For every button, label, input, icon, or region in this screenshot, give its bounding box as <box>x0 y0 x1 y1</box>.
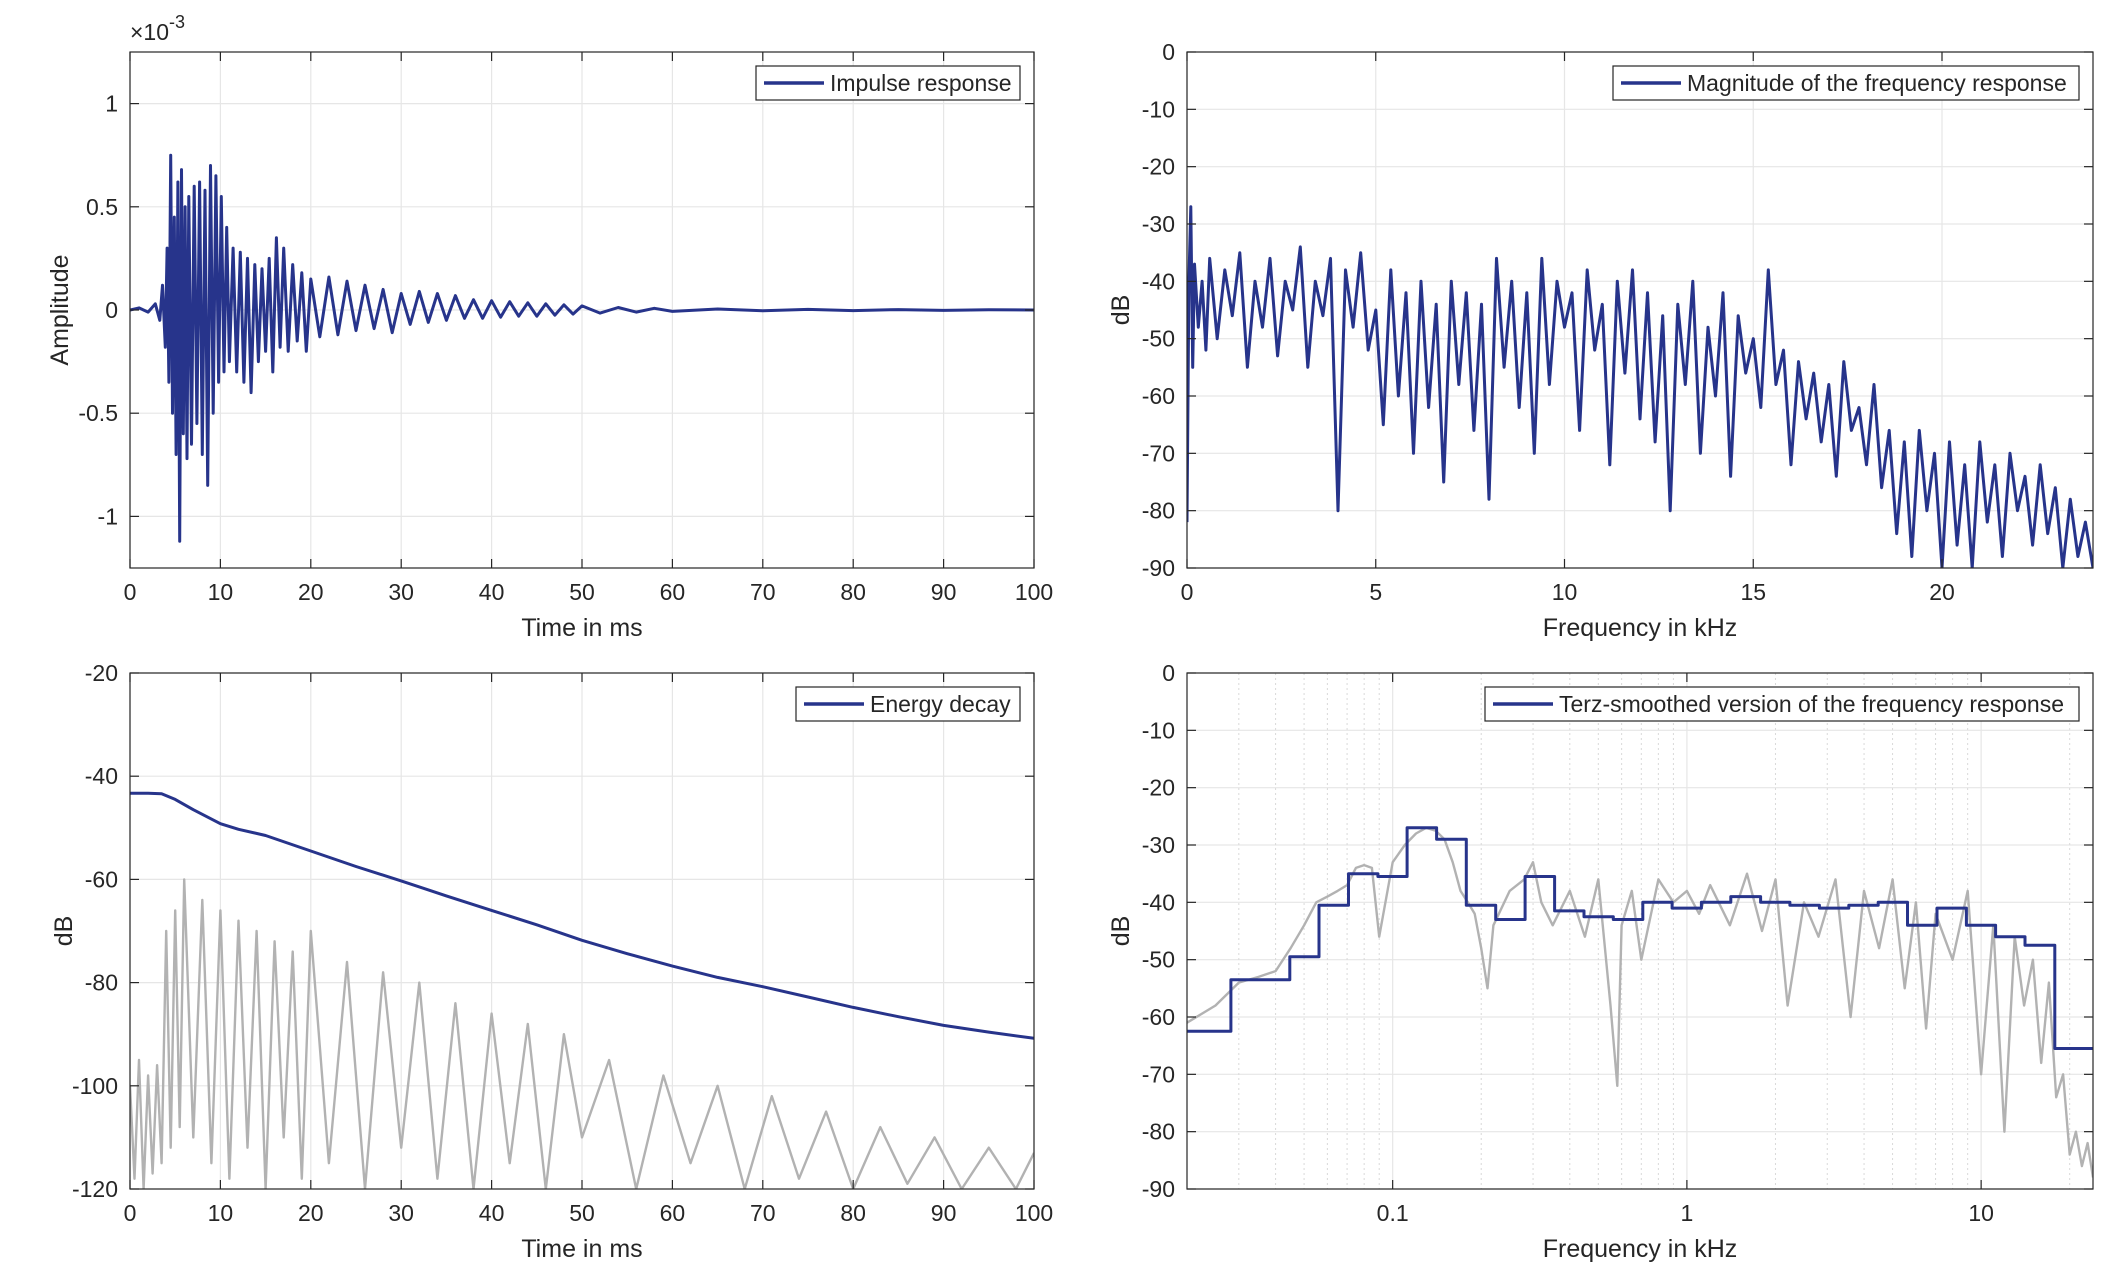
y-tick-label: -80 <box>1142 1119 1175 1145</box>
x-tick-label: 10 <box>1552 579 1578 605</box>
x-tick-label: 20 <box>298 579 324 605</box>
y-tick-label: -60 <box>1142 1004 1175 1030</box>
series-line-secondary <box>130 878 1034 1189</box>
axes-frame <box>1186 51 2094 569</box>
x-tick-label: 1 <box>1680 1200 1693 1226</box>
y-tick-label: -50 <box>1142 947 1175 973</box>
y-tick-label: -30 <box>1142 211 1175 237</box>
legend: Terz-smoothed version of the frequency r… <box>1484 686 2080 722</box>
legend-label: Terz-smoothed version of the frequency r… <box>1559 691 2064 717</box>
chart-magnitude: 0 5 10 15 20 0 -10 -20 -30 -40 -50 -60 -70 -80 -90 Freq… <box>1107 39 2094 642</box>
y-axis-label: Amplitude <box>46 254 74 365</box>
y-tick-label: -70 <box>1142 1061 1175 1087</box>
series-line-primary <box>1187 205 2093 568</box>
exponent-sup: -3 <box>169 12 185 32</box>
x-axis-label: Frequency in kHz <box>1543 1235 1738 1263</box>
y-tick-label: -40 <box>85 763 118 789</box>
x-tick-label: 90 <box>931 1200 957 1226</box>
y-tick-label: -120 <box>72 1176 118 1202</box>
legend-box <box>1484 686 2080 722</box>
y-tick-label: -30 <box>1142 832 1175 858</box>
x-tick-label: 100 <box>1015 579 1053 605</box>
x-tick-label: 40 <box>479 579 505 605</box>
y-tick-label: -90 <box>1142 555 1175 581</box>
x-tick-label: 50 <box>569 579 595 605</box>
x-tick-label: 60 <box>660 579 686 605</box>
y-tick-label: -0.5 <box>78 400 118 426</box>
plot-area <box>1187 673 2093 1189</box>
x-tick-label: 20 <box>1929 579 1955 605</box>
x-axis-label: Time in ms <box>521 614 642 642</box>
y-tick-label: 1 <box>105 91 118 117</box>
y-tick-label: -60 <box>85 866 118 892</box>
x-tick-label: 0 <box>1181 579 1194 605</box>
y-tick-label: 0.5 <box>86 194 118 220</box>
y-tick-label: -40 <box>1142 268 1175 294</box>
y-tick-label: -10 <box>1142 717 1175 743</box>
y-axis-label: dB <box>1107 916 1135 947</box>
x-tick-label: 100 <box>1015 1200 1053 1226</box>
y-tick-label: -50 <box>1142 326 1175 352</box>
x-tick-label: 0 <box>124 579 137 605</box>
y-tick-label: -40 <box>1142 889 1175 915</box>
x-tick-label: 30 <box>388 579 414 605</box>
x-tick-label: 70 <box>750 1200 776 1226</box>
x-tick-label: 0 <box>124 1200 137 1226</box>
series-line-primary <box>130 791 1034 1040</box>
x-tick-label: 5 <box>1369 579 1382 605</box>
x-tick-label: 90 <box>931 579 957 605</box>
x-tick-label: 10 <box>208 579 234 605</box>
y-tick-label: -90 <box>1142 1176 1175 1202</box>
x-tick-label: 80 <box>840 579 866 605</box>
legend: Impulse response <box>755 65 1021 101</box>
y-tick-label: 0 <box>105 297 118 323</box>
y-tick-label: -80 <box>85 970 118 996</box>
x-tick-label: 15 <box>1740 579 1766 605</box>
x-axis-label: Time in ms <box>521 1235 642 1263</box>
x-tick-label: 40 <box>479 1200 505 1226</box>
y-axis-label: dB <box>1107 295 1135 326</box>
y-axis-label: dB <box>50 916 78 947</box>
legend-box <box>1612 65 2080 101</box>
y-tick-label: -10 <box>1142 96 1175 122</box>
legend-label: Energy decay <box>870 691 1011 717</box>
x-tick-label: 50 <box>569 1200 595 1226</box>
x-tick-label: 20 <box>298 1200 324 1226</box>
legend-label: Impulse response <box>830 70 1012 96</box>
y-tick-label: -20 <box>1142 775 1175 801</box>
y-tick-label: -100 <box>72 1073 118 1099</box>
legend: Energy decay <box>795 686 1021 722</box>
y-tick-label: -60 <box>1142 383 1175 409</box>
series-line-primary <box>1187 826 2093 1050</box>
y-tick-label: -80 <box>1142 498 1175 524</box>
chart-terz: 0.1 1 10 0 -10 -20 -30 -40 -50 -60 -70 -80 -90 Freque… <box>1107 660 2094 1263</box>
x-tick-label: 60 <box>660 1200 686 1226</box>
y-tick-label: 0 <box>1162 660 1175 686</box>
y-tick-label: -20 <box>85 660 118 686</box>
axes-frame <box>1186 672 2094 1190</box>
legend-label: Magnitude of the frequency response <box>1687 70 2067 96</box>
x-axis-label: Frequency in kHz <box>1543 614 1738 642</box>
x-tick-label: 30 <box>388 1200 414 1226</box>
x-tick-label: 10 <box>1968 1200 1994 1226</box>
x-tick-label: 10 <box>208 1200 234 1226</box>
x-tick-label: 80 <box>840 1200 866 1226</box>
y-tick-label: -20 <box>1142 154 1175 180</box>
y-tick-label: -1 <box>98 503 118 529</box>
y-tick-label: -70 <box>1142 440 1175 466</box>
x-tick-label: 70 <box>750 579 776 605</box>
series-line-primary <box>130 153 1034 543</box>
legend: Magnitude of the frequency response <box>1612 65 2080 101</box>
y-tick-label: 0 <box>1162 39 1175 65</box>
chart-impulse: 0 10 20 30 40 50 60 70 80 90 100 1 0.5 0 -0.5 -1 Time in… <box>46 12 1053 642</box>
chart-energy: 0 10 20 30 40 50 60 70 80 90 100 -20 -40 -60 -80 -100 -1… <box>50 660 1053 1263</box>
exponent-label: ×10-3 <box>130 12 185 45</box>
exponent-base: ×10 <box>130 19 169 45</box>
x-tick-label: 0.1 <box>1377 1200 1409 1226</box>
